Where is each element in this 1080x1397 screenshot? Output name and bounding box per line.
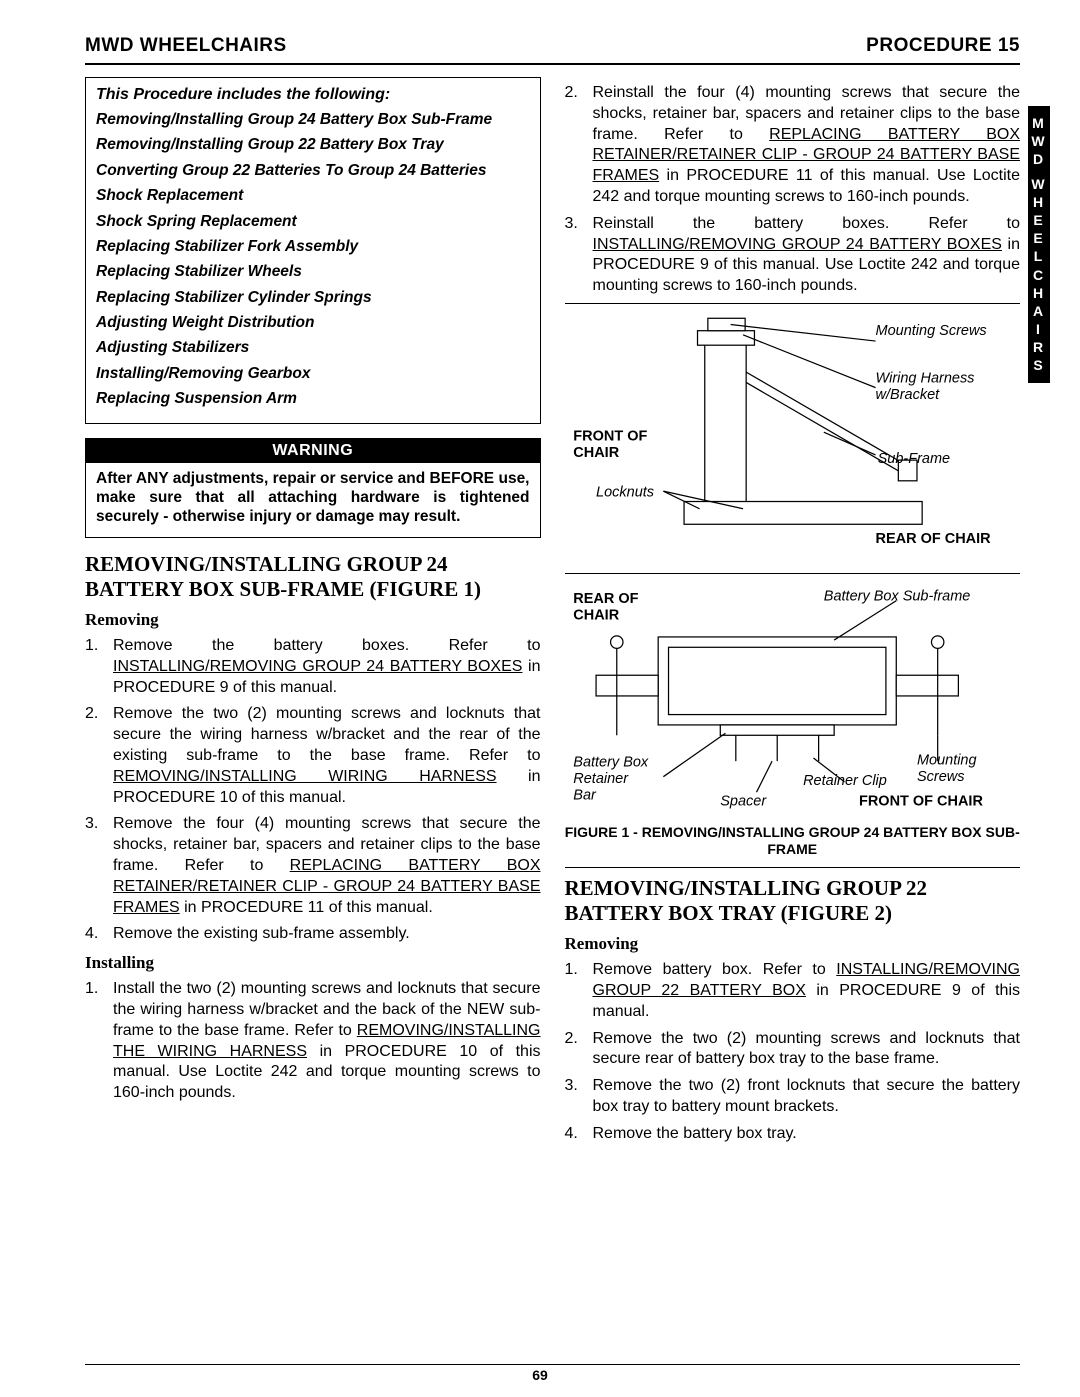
label-rear-of-chair: REAR OF CHAIR xyxy=(875,531,991,547)
step: Remove battery box. Refer to INSTALLING/… xyxy=(565,960,1021,1022)
label-spacer: Spacer xyxy=(720,793,767,809)
contents-item: Adjusting Weight Distribution xyxy=(96,313,530,332)
step: Reinstall the battery boxes. Refer to IN… xyxy=(565,214,1021,297)
header-right: PROCEDURE 15 xyxy=(866,35,1020,57)
contents-item: Shock Spring Replacement xyxy=(96,212,530,231)
label-battery-box-subframe: Battery Box Sub-frame xyxy=(823,588,970,604)
contents-item: Replacing Stabilizer Fork Assembly xyxy=(96,237,530,256)
main-content: This Procedure includes the following: R… xyxy=(85,77,1020,1151)
side-tab: MWD WHE ELC HAI RS xyxy=(1028,106,1050,383)
contents-item: Removing/Installing Group 24 Battery Box… xyxy=(96,110,530,129)
warning-box: WARNING After ANY adjustments, repair or… xyxy=(85,438,541,538)
step: Reinstall the four (4) mounting screws t… xyxy=(565,83,1021,208)
installing-steps: Install the two (2) mounting screws and … xyxy=(85,979,541,1104)
step: Remove the two (2) front locknuts that s… xyxy=(565,1076,1021,1118)
contents-item: Replacing Suspension Arm xyxy=(96,389,530,408)
step: Remove the two (2) mounting screws and l… xyxy=(85,704,541,808)
contents-item: Installing/Removing Gearbox xyxy=(96,364,530,383)
contents-lead: This Procedure includes the following: xyxy=(96,86,530,104)
figure-1-top-diagram: Mounting Screws Wiring Harness w/Bracket… xyxy=(565,310,1021,569)
section-title: REMOVING/INSTALLING GROUP 24 BATTERY BOX… xyxy=(85,552,541,602)
procedure-contents-box: This Procedure includes the following: R… xyxy=(85,77,541,424)
contents-item: Replacing Stabilizer Wheels xyxy=(96,262,530,281)
right-column: Reinstall the four (4) mounting screws t… xyxy=(565,77,1021,1151)
removing-steps-2: Remove battery box. Refer to INSTALLING/… xyxy=(565,960,1021,1144)
contents-item: Removing/Installing Group 22 Battery Box… xyxy=(96,135,530,154)
label-wiring-harness: Wiring Harness w/Bracket xyxy=(875,370,978,403)
warning-body: After ANY adjustments, repair or service… xyxy=(86,463,540,537)
step: Remove the existing sub-frame assembly. xyxy=(85,924,541,945)
contents-item: Replacing Stabilizer Cylinder Springs xyxy=(96,288,530,307)
warning-header: WARNING xyxy=(86,439,540,463)
label-front-of-chair: FRONT OFCHAIR xyxy=(573,428,647,461)
section-title-2: REMOVING/INSTALLING GROUP 22 BATTERY BOX… xyxy=(565,876,1021,926)
left-column: This Procedure includes the following: R… xyxy=(85,77,541,1151)
label-mounting-screws-2: MountingScrews xyxy=(916,752,976,785)
page-header: MWD WHEELCHAIRS PROCEDURE 15 xyxy=(85,35,1020,65)
subheading-removing: Removing xyxy=(85,610,541,630)
step: Install the two (2) mounting screws and … xyxy=(85,979,541,1104)
step: Remove the four (4) mounting screws that… xyxy=(85,814,541,918)
contents-item: Converting Group 22 Batteries To Group 2… xyxy=(96,161,530,180)
label-locknuts: Locknuts xyxy=(596,484,654,500)
step: Remove the battery boxes. Refer to INSTA… xyxy=(85,636,541,698)
footer-rule xyxy=(85,1364,1020,1365)
label-battery-box-retainer-bar: Battery BoxRetainerBar xyxy=(573,754,649,803)
label-rear-of-chair-2: REAR OFCHAIR xyxy=(573,591,638,624)
header-left: MWD WHEELCHAIRS xyxy=(85,35,287,57)
contents-item: Shock Replacement xyxy=(96,186,530,205)
page-number: 69 xyxy=(0,1367,1080,1383)
label-sub-frame: Sub-Frame xyxy=(877,451,949,467)
label-retainer-clip: Retainer Clip xyxy=(803,773,887,789)
installing-steps-continued: Reinstall the four (4) mounting screws t… xyxy=(565,83,1021,297)
removing-steps: Remove the battery boxes. Refer to INSTA… xyxy=(85,636,541,945)
contents-item: Adjusting Stabilizers xyxy=(96,338,530,357)
figure-1-caption: FIGURE 1 - REMOVING/INSTALLING GROUP 24 … xyxy=(565,824,1021,859)
step: Remove the two (2) mounting screws and l… xyxy=(565,1029,1021,1071)
label-mounting-screws: Mounting Screws xyxy=(875,323,986,339)
figure-1-bottom-diagram: REAR OFCHAIR Battery Box Sub-frame Batte… xyxy=(565,580,1021,818)
subheading-installing: Installing xyxy=(85,953,541,973)
label-front-of-chair-2: FRONT OF CHAIR xyxy=(859,793,983,809)
subheading-removing-2: Removing xyxy=(565,934,1021,954)
step: Remove the battery box tray. xyxy=(565,1124,1021,1145)
figure-1: Mounting Screws Wiring Harness w/Bracket… xyxy=(565,303,1021,868)
